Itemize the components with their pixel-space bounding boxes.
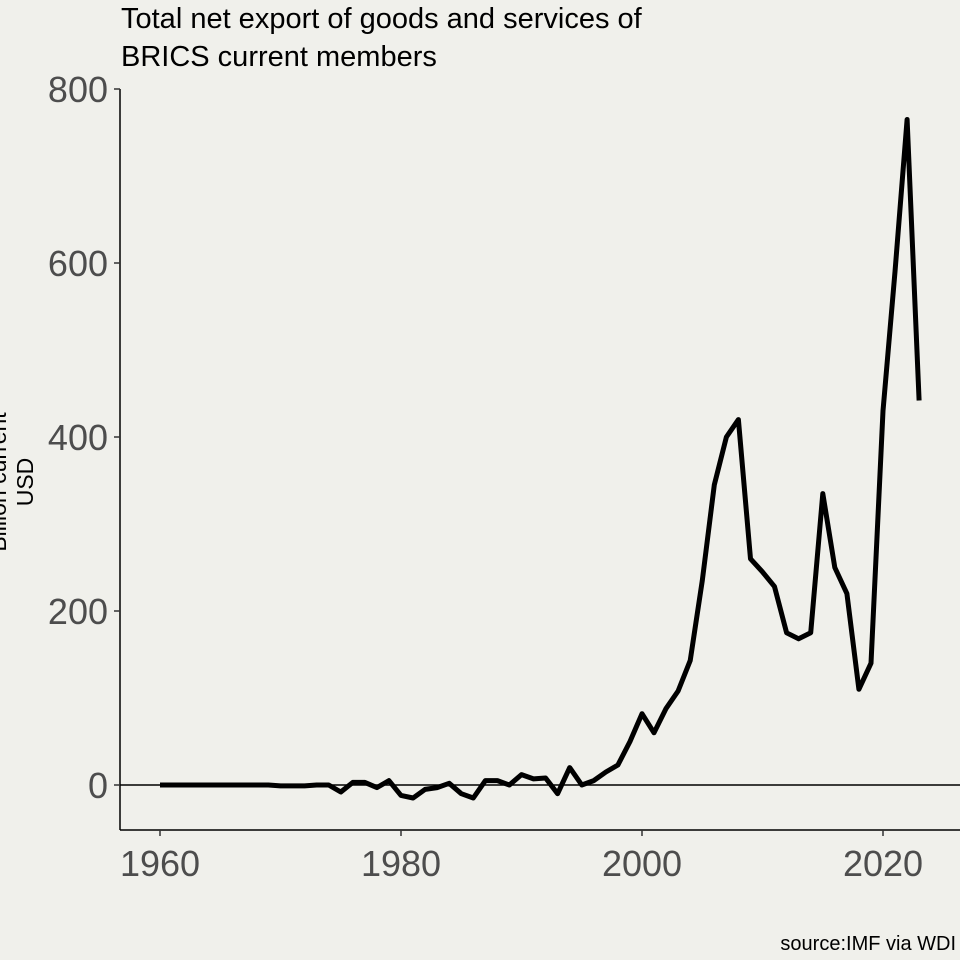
- y-tick-label: 600: [48, 243, 108, 284]
- y-tick-label: 800: [48, 69, 108, 110]
- y-tick-label: 0: [88, 765, 108, 806]
- y-tick-label: 200: [48, 591, 108, 632]
- x-tick-label: 2000: [602, 843, 682, 884]
- y-tick-label: 400: [48, 417, 108, 458]
- series-line: [160, 117, 922, 801]
- x-tick-label: 1980: [361, 843, 441, 884]
- source-caption: source:IMF via WDI: [780, 933, 956, 955]
- x-tick-label: 1960: [120, 843, 200, 884]
- chart-title-line-2: BRICS current members: [121, 41, 437, 73]
- chart-title: Total net export of goods and services o…: [121, 0, 821, 76]
- chart-title-line-1: Total net export of goods and services o…: [121, 3, 642, 35]
- x-tick-label: 2020: [843, 843, 923, 884]
